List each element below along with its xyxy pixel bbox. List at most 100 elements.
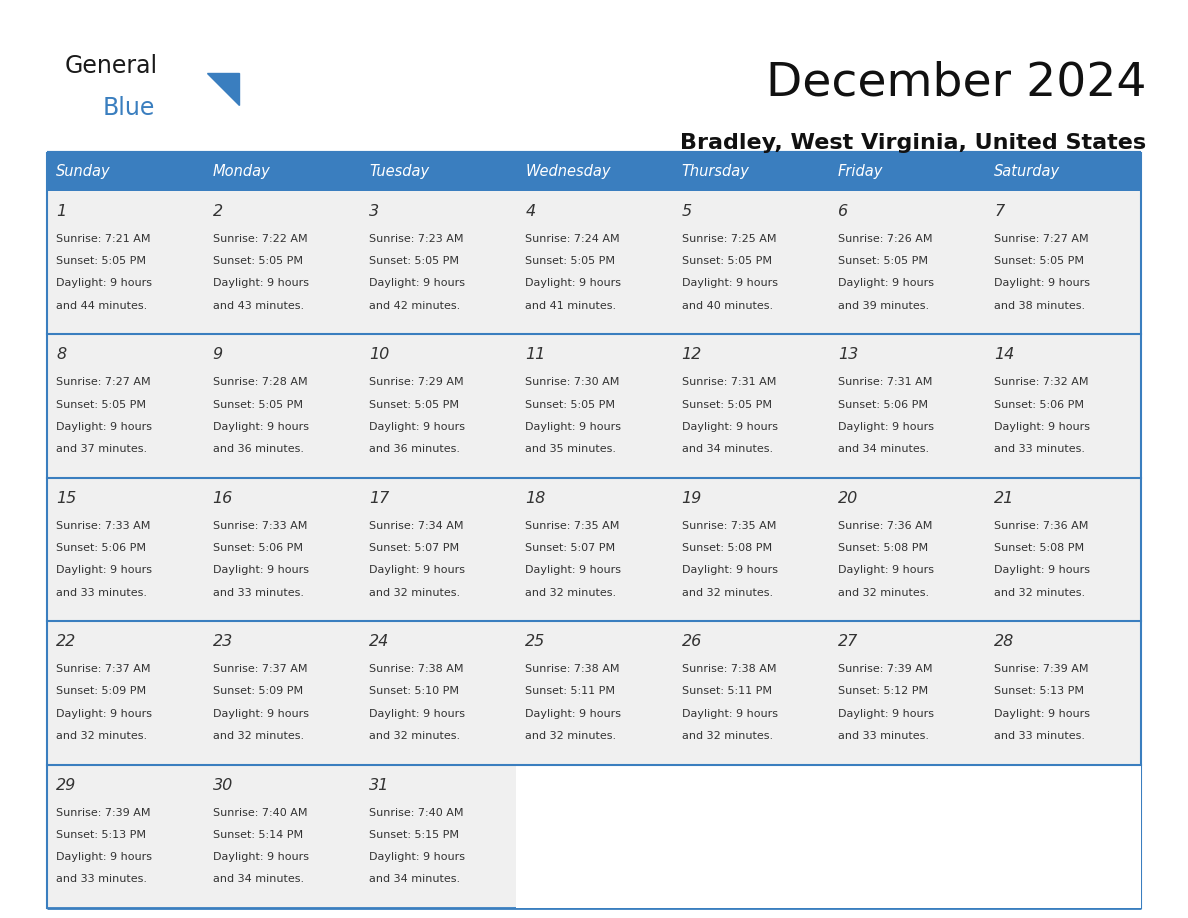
Text: Daylight: 9 hours: Daylight: 9 hours — [525, 565, 621, 576]
Polygon shape — [207, 73, 239, 105]
Text: Sunset: 5:06 PM: Sunset: 5:06 PM — [994, 399, 1085, 409]
Text: and 32 minutes.: and 32 minutes. — [525, 588, 617, 598]
Text: Daylight: 9 hours: Daylight: 9 hours — [213, 278, 309, 288]
Text: and 33 minutes.: and 33 minutes. — [56, 588, 147, 598]
Text: and 39 minutes.: and 39 minutes. — [838, 301, 929, 310]
Text: Daylight: 9 hours: Daylight: 9 hours — [682, 709, 777, 719]
Text: Daylight: 9 hours: Daylight: 9 hours — [994, 278, 1091, 288]
Text: Sunset: 5:14 PM: Sunset: 5:14 PM — [213, 830, 303, 840]
Text: Daylight: 9 hours: Daylight: 9 hours — [369, 422, 465, 431]
Text: Blue: Blue — [103, 96, 156, 120]
Text: Sunrise: 7:39 AM: Sunrise: 7:39 AM — [994, 665, 1088, 674]
Text: Sunrise: 7:35 AM: Sunrise: 7:35 AM — [682, 521, 776, 531]
Text: Daylight: 9 hours: Daylight: 9 hours — [213, 852, 309, 862]
Text: Sunset: 5:08 PM: Sunset: 5:08 PM — [682, 543, 772, 553]
Text: 19: 19 — [682, 491, 702, 506]
Bar — [48, 765, 1140, 908]
Text: 10: 10 — [369, 347, 390, 363]
Text: and 35 minutes.: and 35 minutes. — [525, 444, 617, 454]
Text: Daylight: 9 hours: Daylight: 9 hours — [525, 278, 621, 288]
Text: Daylight: 9 hours: Daylight: 9 hours — [994, 565, 1091, 576]
Text: 27: 27 — [838, 634, 858, 649]
Bar — [672, 765, 828, 908]
Text: Daylight: 9 hours: Daylight: 9 hours — [525, 709, 621, 719]
Text: Sunrise: 7:29 AM: Sunrise: 7:29 AM — [369, 377, 463, 387]
Text: and 32 minutes.: and 32 minutes. — [213, 731, 304, 741]
Text: Daylight: 9 hours: Daylight: 9 hours — [994, 709, 1091, 719]
Text: Daylight: 9 hours: Daylight: 9 hours — [838, 709, 934, 719]
Text: December 2024: December 2024 — [765, 60, 1146, 105]
Text: and 34 minutes.: and 34 minutes. — [682, 444, 772, 454]
Text: 28: 28 — [994, 634, 1015, 649]
Text: Wednesday: Wednesday — [525, 164, 611, 180]
Text: 22: 22 — [56, 634, 77, 649]
Bar — [48, 191, 1140, 334]
Text: Sunset: 5:06 PM: Sunset: 5:06 PM — [56, 543, 146, 553]
Text: Sunset: 5:09 PM: Sunset: 5:09 PM — [213, 687, 303, 697]
Text: 3: 3 — [369, 204, 379, 218]
Text: Sunrise: 7:36 AM: Sunrise: 7:36 AM — [838, 521, 933, 531]
Text: 8: 8 — [56, 347, 67, 363]
Text: and 44 minutes.: and 44 minutes. — [56, 301, 147, 310]
Text: Sunrise: 7:27 AM: Sunrise: 7:27 AM — [56, 377, 151, 387]
Text: and 32 minutes.: and 32 minutes. — [525, 731, 617, 741]
Text: Daylight: 9 hours: Daylight: 9 hours — [838, 565, 934, 576]
Text: 12: 12 — [682, 347, 702, 363]
Text: Sunset: 5:09 PM: Sunset: 5:09 PM — [56, 687, 146, 697]
Text: Daylight: 9 hours: Daylight: 9 hours — [213, 565, 309, 576]
Text: Thursday: Thursday — [682, 164, 750, 180]
Text: Friday: Friday — [838, 164, 883, 180]
Text: Tuesday: Tuesday — [369, 164, 429, 180]
Text: 31: 31 — [369, 778, 390, 792]
Text: 21: 21 — [994, 491, 1015, 506]
Text: Sunset: 5:15 PM: Sunset: 5:15 PM — [369, 830, 459, 840]
Text: 26: 26 — [682, 634, 702, 649]
Text: Sunrise: 7:38 AM: Sunrise: 7:38 AM — [525, 665, 620, 674]
Text: 1: 1 — [56, 204, 67, 218]
Text: Sunset: 5:13 PM: Sunset: 5:13 PM — [56, 830, 146, 840]
Text: Sunrise: 7:33 AM: Sunrise: 7:33 AM — [213, 521, 307, 531]
Text: Daylight: 9 hours: Daylight: 9 hours — [369, 278, 465, 288]
Text: Sunset: 5:10 PM: Sunset: 5:10 PM — [369, 687, 459, 697]
Text: Sunset: 5:05 PM: Sunset: 5:05 PM — [525, 256, 615, 266]
Text: and 37 minutes.: and 37 minutes. — [56, 444, 147, 454]
Text: Sunset: 5:13 PM: Sunset: 5:13 PM — [994, 687, 1085, 697]
Text: and 33 minutes.: and 33 minutes. — [994, 444, 1085, 454]
Text: Sunrise: 7:32 AM: Sunrise: 7:32 AM — [994, 377, 1088, 387]
Text: 9: 9 — [213, 347, 223, 363]
Text: and 32 minutes.: and 32 minutes. — [682, 588, 772, 598]
Text: Sunrise: 7:25 AM: Sunrise: 7:25 AM — [682, 234, 776, 244]
Text: Sunrise: 7:35 AM: Sunrise: 7:35 AM — [525, 521, 620, 531]
Text: and 32 minutes.: and 32 minutes. — [682, 731, 772, 741]
Text: Sunset: 5:08 PM: Sunset: 5:08 PM — [838, 543, 928, 553]
Text: Daylight: 9 hours: Daylight: 9 hours — [838, 422, 934, 431]
Text: Sunset: 5:06 PM: Sunset: 5:06 PM — [838, 399, 928, 409]
Text: Sunset: 5:05 PM: Sunset: 5:05 PM — [56, 399, 146, 409]
Text: Daylight: 9 hours: Daylight: 9 hours — [682, 565, 777, 576]
Text: Sunset: 5:05 PM: Sunset: 5:05 PM — [682, 256, 771, 266]
Text: Daylight: 9 hours: Daylight: 9 hours — [56, 278, 152, 288]
Text: Sunset: 5:05 PM: Sunset: 5:05 PM — [369, 256, 459, 266]
Text: and 33 minutes.: and 33 minutes. — [994, 731, 1085, 741]
Text: Sunset: 5:05 PM: Sunset: 5:05 PM — [682, 399, 771, 409]
Text: Sunset: 5:05 PM: Sunset: 5:05 PM — [213, 256, 303, 266]
Text: 20: 20 — [838, 491, 858, 506]
Text: and 34 minutes.: and 34 minutes. — [369, 874, 460, 884]
Text: 4: 4 — [525, 204, 536, 218]
Text: Sunrise: 7:36 AM: Sunrise: 7:36 AM — [994, 521, 1088, 531]
Text: 15: 15 — [56, 491, 77, 506]
Text: 23: 23 — [213, 634, 233, 649]
Text: and 33 minutes.: and 33 minutes. — [56, 874, 147, 884]
Bar — [985, 765, 1140, 908]
Bar — [48, 621, 1140, 765]
Text: and 32 minutes.: and 32 minutes. — [838, 588, 929, 598]
Text: 11: 11 — [525, 347, 545, 363]
Text: and 41 minutes.: and 41 minutes. — [525, 301, 617, 310]
Text: Sunrise: 7:40 AM: Sunrise: 7:40 AM — [369, 808, 463, 818]
Text: and 36 minutes.: and 36 minutes. — [213, 444, 304, 454]
Text: Sunset: 5:07 PM: Sunset: 5:07 PM — [525, 543, 615, 553]
Text: 18: 18 — [525, 491, 545, 506]
Text: Sunrise: 7:33 AM: Sunrise: 7:33 AM — [56, 521, 151, 531]
Text: Daylight: 9 hours: Daylight: 9 hours — [682, 422, 777, 431]
Bar — [48, 477, 1140, 621]
